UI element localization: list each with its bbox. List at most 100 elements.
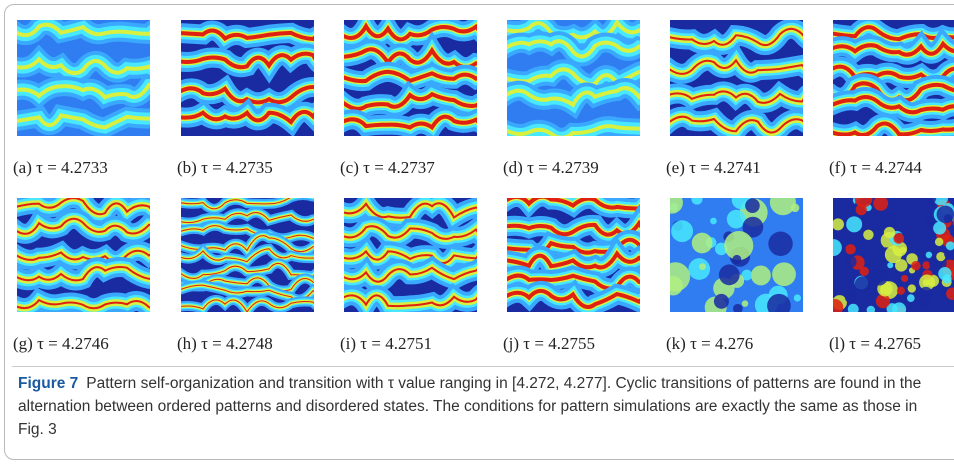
pattern-spot bbox=[918, 286, 933, 301]
pattern-spot bbox=[944, 251, 951, 258]
pattern-spot bbox=[895, 259, 908, 272]
pattern-spot bbox=[911, 260, 921, 271]
pattern-image bbox=[17, 20, 150, 136]
pattern-spot bbox=[713, 293, 729, 309]
pattern-image bbox=[507, 198, 640, 312]
pattern-band bbox=[507, 273, 640, 291]
panel-label: (l) τ = 4.2765 bbox=[829, 334, 921, 353]
pattern-spot bbox=[933, 221, 947, 235]
pattern-band bbox=[344, 46, 477, 70]
pattern-spot bbox=[922, 261, 931, 270]
pattern-spot bbox=[750, 265, 771, 286]
caption-rule bbox=[12, 366, 954, 367]
pattern-band bbox=[181, 299, 314, 312]
pattern-spot bbox=[921, 298, 933, 309]
pattern-image bbox=[17, 198, 150, 312]
panel: (g) τ = 4.2746 bbox=[13, 198, 153, 354]
pattern-image bbox=[344, 20, 477, 136]
panel: (b) τ = 4.2735 bbox=[177, 20, 317, 178]
pattern-spot bbox=[671, 220, 694, 243]
panel-label: (h) τ = 4.2748 bbox=[177, 334, 273, 353]
panel-label: (g) τ = 4.2746 bbox=[13, 334, 109, 353]
panel: (c) τ = 4.2737 bbox=[340, 20, 480, 178]
panel-label: (e) τ = 4.2741 bbox=[666, 158, 761, 177]
panel: (a) τ = 4.2733 bbox=[13, 20, 153, 178]
pattern-spot bbox=[847, 303, 859, 312]
pattern-spot bbox=[854, 276, 871, 293]
pattern-spot bbox=[741, 269, 753, 281]
pattern-spot bbox=[741, 300, 749, 307]
panel-label: (c) τ = 4.2737 bbox=[340, 158, 435, 177]
pattern-spot bbox=[936, 252, 946, 262]
pattern-band bbox=[344, 294, 477, 308]
pattern-spot bbox=[896, 286, 906, 295]
pattern-spot bbox=[900, 295, 909, 303]
panel-label: (a) τ = 4.2733 bbox=[13, 158, 108, 177]
pattern-spot bbox=[866, 305, 876, 312]
panel: (l) τ = 4.2765 bbox=[829, 198, 954, 354]
pattern-image bbox=[344, 198, 477, 312]
pattern-spot bbox=[918, 250, 928, 261]
pattern-image bbox=[181, 198, 314, 312]
pattern-spot bbox=[883, 226, 896, 239]
pattern-spot bbox=[745, 198, 760, 213]
pattern-band bbox=[507, 124, 640, 136]
pattern-spot bbox=[845, 244, 856, 255]
panel: (i) τ = 4.2751 bbox=[340, 198, 480, 354]
pattern-band bbox=[17, 266, 150, 282]
panel-label: (j) τ = 4.2755 bbox=[503, 334, 595, 353]
pattern-spot bbox=[863, 229, 874, 240]
pattern-band bbox=[670, 115, 803, 134]
pattern-spot bbox=[844, 290, 858, 304]
pattern-band bbox=[344, 91, 477, 111]
pattern-band bbox=[507, 20, 640, 40]
pattern-spot bbox=[768, 231, 793, 256]
pattern-image bbox=[833, 198, 954, 312]
pattern-spot bbox=[923, 198, 937, 205]
pattern-band bbox=[17, 113, 150, 130]
pattern-band bbox=[17, 22, 150, 38]
panel-label: (i) τ = 4.2751 bbox=[340, 334, 432, 353]
pattern-spot bbox=[873, 198, 889, 211]
pattern-spot bbox=[933, 198, 949, 206]
pattern-spot bbox=[907, 284, 916, 293]
panel: (e) τ = 4.2741 bbox=[666, 20, 806, 178]
pattern-band bbox=[344, 114, 477, 131]
pattern-spot bbox=[946, 287, 954, 301]
pattern-band bbox=[507, 288, 640, 309]
pattern-spot bbox=[925, 251, 933, 259]
panel: (j) τ = 4.2755 bbox=[503, 198, 643, 354]
pattern-spot bbox=[843, 255, 857, 269]
panel: (k) τ = 4.276 bbox=[666, 198, 806, 354]
pattern-band bbox=[17, 83, 150, 100]
pattern-band bbox=[833, 40, 954, 57]
pattern-spot bbox=[906, 294, 915, 303]
pattern-spot bbox=[833, 218, 845, 231]
pattern-band bbox=[17, 298, 150, 310]
pattern-spot bbox=[688, 258, 711, 280]
pattern-image bbox=[670, 20, 803, 136]
pattern-band bbox=[507, 250, 640, 270]
pattern-band bbox=[833, 81, 954, 103]
pattern-spot bbox=[724, 230, 754, 261]
pattern-image bbox=[833, 20, 954, 136]
panel: (d) τ = 4.2739 bbox=[503, 20, 643, 178]
pattern-band bbox=[181, 109, 314, 126]
pattern-band bbox=[833, 121, 954, 136]
pattern-band bbox=[17, 217, 150, 235]
pattern-band bbox=[507, 67, 640, 87]
pattern-spot bbox=[924, 216, 936, 227]
pattern-spot bbox=[767, 293, 791, 312]
pattern-image bbox=[670, 198, 803, 312]
figure-label: Figure 7 bbox=[18, 375, 79, 392]
pattern-spot bbox=[833, 298, 844, 312]
pattern-band bbox=[670, 58, 803, 75]
pattern-spot bbox=[875, 294, 891, 309]
panel-label: (k) τ = 4.276 bbox=[666, 334, 754, 353]
pattern-band bbox=[181, 28, 314, 42]
pattern-band bbox=[670, 27, 803, 47]
pattern-spot bbox=[793, 294, 802, 302]
pattern-band bbox=[833, 94, 954, 115]
pattern-spot bbox=[769, 198, 796, 216]
pattern-band bbox=[344, 249, 477, 265]
